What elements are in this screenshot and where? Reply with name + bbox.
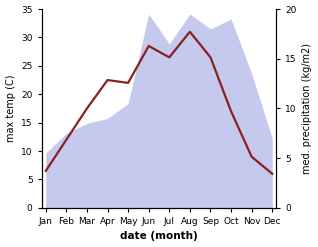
X-axis label: date (month): date (month) [120, 231, 198, 242]
Y-axis label: max temp (C): max temp (C) [5, 75, 16, 142]
Y-axis label: med. precipitation (kg/m2): med. precipitation (kg/m2) [302, 43, 313, 174]
